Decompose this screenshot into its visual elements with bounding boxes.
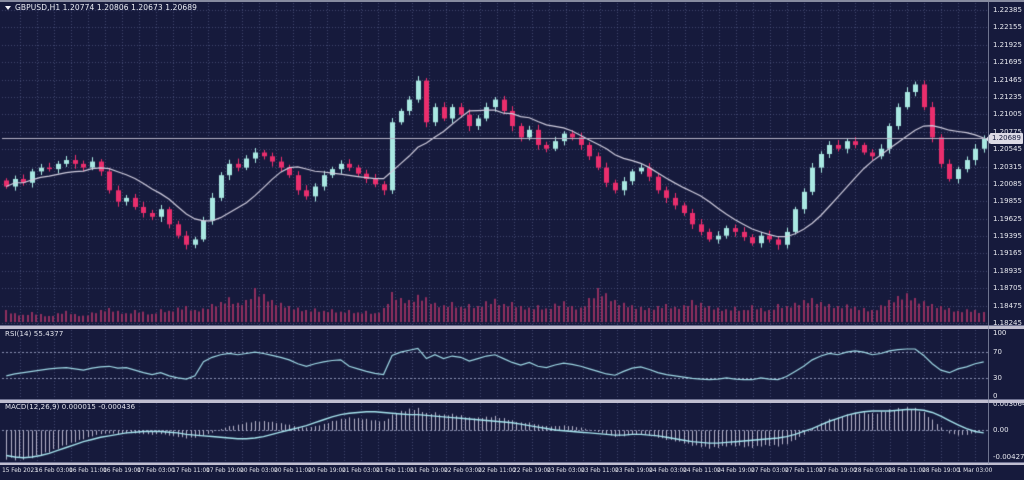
time-axis-label: 22 Feb 19:00	[512, 467, 551, 474]
price-axis-label: 1.21005	[993, 110, 1022, 119]
time-axis-label: 20 Feb 11:00	[273, 467, 312, 474]
price-axis-label: 1.19625	[993, 214, 1022, 223]
macd-pane-label: MACD(12,26,9) 0.000015 -0.000436	[5, 403, 136, 411]
price-axis-label: 1.20775	[993, 127, 1022, 136]
macd-scale-label: -0.004279	[993, 453, 1024, 461]
price-axis-label: 1.21235	[993, 92, 1022, 101]
time-axis-label: 15 Feb 2023	[2, 467, 38, 474]
time-axis-label: 16 Feb 19:00	[103, 467, 142, 474]
time-axis-label: 21 Feb 03:00	[342, 467, 380, 474]
window-top-border	[0, 0, 1024, 2]
time-axis-label: 27 Feb 11:00	[785, 467, 824, 474]
price-axis-label: 1.18935	[993, 266, 1022, 275]
price-axis-label: 1.20315	[993, 162, 1022, 171]
chart-title: GBPUSD,H1 1.20774 1.20806 1.20673 1.2068…	[5, 3, 197, 12]
rsi-scale-label: 30	[993, 374, 1002, 382]
pane-separator[interactable]	[0, 325, 1024, 329]
macd-scale-label: 0.00	[993, 426, 1009, 434]
time-axis-label: 27 Feb 19:00	[819, 467, 858, 474]
time-axis-label: 21 Feb 19:00	[410, 467, 449, 474]
time-axis-label: 28 Feb 19:00	[921, 467, 960, 474]
rsi-pane-label: RSI(14) 55.4377	[5, 330, 64, 338]
time-axis-label: 20 Feb 03:00	[239, 467, 278, 474]
price-axis-label: 1.18705	[993, 284, 1022, 293]
bid-price-tag: 1.20689	[986, 133, 1023, 144]
price-axis-label: 1.19165	[993, 249, 1022, 258]
time-axis-label: 28 Feb 03:00	[853, 467, 892, 474]
time-axis-label: 27 Feb 03:00	[751, 467, 790, 474]
price-axis-label: 1.21925	[993, 40, 1022, 49]
time-axis-label: 1 Mar 03:00	[957, 467, 993, 474]
time-axis-label: 23 Feb 11:00	[580, 467, 619, 474]
price-axis-label: 1.22385	[993, 6, 1022, 14]
time-axis-label: 24 Feb 19:00	[717, 467, 755, 474]
time-axis-label: 23 Feb 19:00	[614, 467, 653, 474]
pane-separator[interactable]	[0, 462, 1024, 465]
price-axis-label: 1.21465	[993, 75, 1022, 84]
chart-symbol-title: GBPUSD,H1 1.20774 1.20806 1.20673 1.2068…	[15, 3, 197, 12]
axis-divider-line	[988, 2, 989, 464]
time-axis-label: 16 Feb 11:00	[69, 467, 108, 474]
price-axis-label: 1.18475	[993, 301, 1022, 310]
rsi-scale-label: 100	[993, 329, 1007, 337]
pane-separator[interactable]	[0, 399, 1024, 403]
chart-marker-icon	[5, 5, 11, 10]
time-axis-label: 21 Feb 11:00	[376, 467, 414, 474]
rsi-scale-label: 70	[993, 348, 1002, 356]
price-axis-label: 1.20085	[993, 179, 1022, 188]
time-axis-label: 24 Feb 11:00	[683, 467, 721, 474]
macd-scale-label: 0.003064	[993, 400, 1024, 408]
time-axis-label: 17 Feb 11:00	[171, 467, 210, 474]
time-axis-label: 22 Feb 03:00	[444, 467, 483, 474]
time-axis-label: 17 Feb 03:00	[137, 467, 176, 474]
time-axis-label: 16 Feb 03:00	[35, 467, 73, 474]
price-axis-label: 1.20545	[993, 145, 1022, 154]
time-axis-label: 28 Feb 11:00	[887, 467, 926, 474]
price-axis-label: 1.22155	[993, 23, 1022, 32]
price-axis-label: 1.19855	[993, 197, 1022, 206]
price-axis-label: 1.21695	[993, 58, 1022, 67]
price-axis-label: 1.18245	[993, 319, 1022, 328]
price-axis-label: 1.19395	[993, 232, 1022, 241]
rsi-scale-label: 0	[993, 392, 998, 400]
time-axis-label: 20 Feb 19:00	[308, 467, 346, 474]
time-axis-label: 17 Feb 19:00	[205, 467, 244, 474]
time-axis-label: 24 Feb 03:00	[649, 467, 687, 474]
time-axis-label: 23 Feb 03:00	[546, 467, 585, 474]
time-axis-label: 22 Feb 11:00	[478, 467, 517, 474]
